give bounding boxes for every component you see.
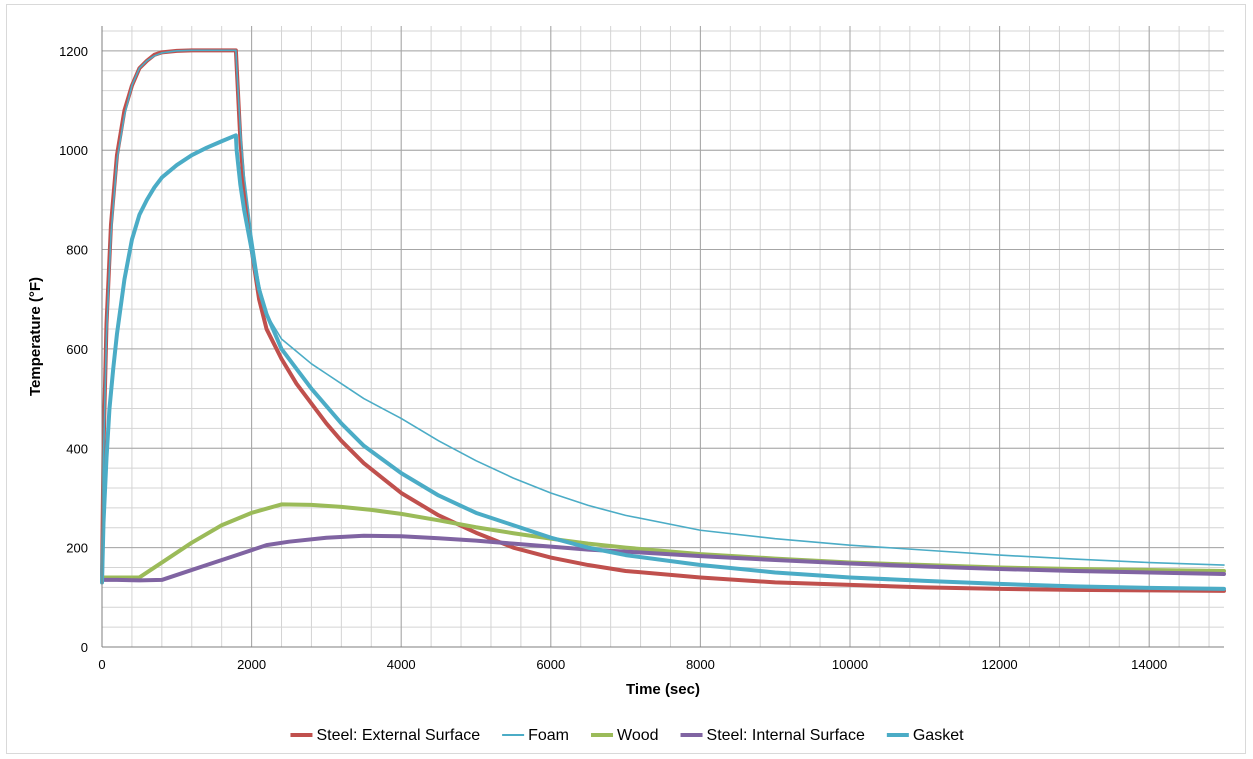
series-line-gasket xyxy=(100,133,1226,591)
series-lines xyxy=(100,48,1226,593)
legend-label-wood: Wood xyxy=(617,727,659,744)
x-tick-label: 2000 xyxy=(237,657,266,672)
y-axis-title: Temperature (°F) xyxy=(27,277,44,396)
x-tick-label: 4000 xyxy=(387,657,416,672)
x-tick-label: 0 xyxy=(98,657,105,672)
legend-label-gasket: Gasket xyxy=(913,727,964,744)
series-line-wood xyxy=(100,502,1226,580)
legend: Steel: External Surface Foam Wood Steel: In… xyxy=(290,727,964,744)
y-tick-label: 800 xyxy=(66,243,88,258)
x-tick-label: 6000 xyxy=(536,657,565,672)
x-tick-label: 12000 xyxy=(982,657,1018,672)
y-tick-label: 1000 xyxy=(59,143,88,158)
x-tick-label: 10000 xyxy=(832,657,868,672)
legend-label-foam: Foam xyxy=(528,727,569,744)
chart-frame: 0 200 400 600 800 1000 1200 0 2000 4000 6000 8000 1… xyxy=(6,4,1246,754)
x-tick-label: 8000 xyxy=(686,657,715,672)
legend-label-steel-internal-surface: Steel: Internal Surface xyxy=(707,727,865,744)
legend-label-steel-external-surface: Steel: External Surface xyxy=(316,727,480,744)
y-tick-label: 600 xyxy=(66,342,88,357)
series-line-steel-internal-surface xyxy=(100,533,1226,583)
y-tick-label: 200 xyxy=(66,541,88,556)
x-axis-title: Time (sec) xyxy=(626,681,700,698)
y-axis-tick-labels: 0 200 400 600 800 1000 1200 xyxy=(59,44,88,655)
x-axis-tick-labels: 0 2000 4000 6000 8000 10000 12000 14000 xyxy=(98,657,1167,672)
y-tick-label: 0 xyxy=(81,640,88,655)
y-tick-label: 400 xyxy=(66,441,88,456)
y-tick-label: 1200 xyxy=(59,44,88,59)
line-chart: 0 200 400 600 800 1000 1200 0 2000 4000 6000 8000 1… xyxy=(27,26,1226,744)
x-tick-label: 14000 xyxy=(1131,657,1167,672)
